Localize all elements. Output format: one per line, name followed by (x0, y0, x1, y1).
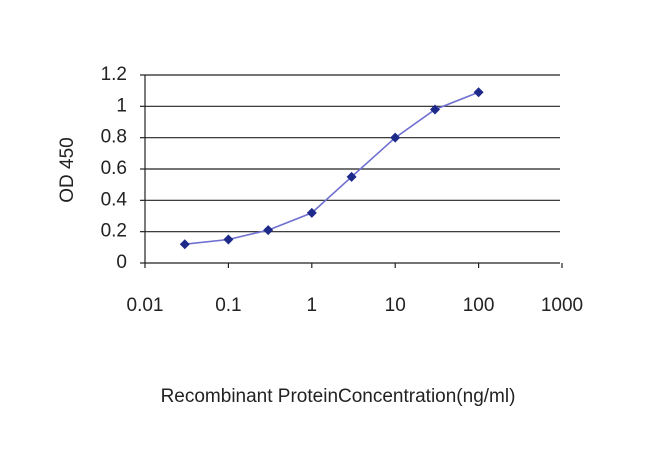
y-tick-label: 1 (116, 95, 127, 116)
data-line (184, 91, 479, 245)
x-tick-label: 10 (385, 295, 406, 316)
data-marker (263, 225, 274, 236)
x-tick-label: 1 (307, 295, 318, 316)
data-marker (306, 207, 317, 218)
x-tick-label: 1000 (541, 295, 583, 316)
x-tick-label: 100 (463, 295, 495, 316)
y-tick-label: 0.4 (101, 189, 128, 210)
y-axis-label: OD 450 (57, 137, 78, 202)
x-tick-label: 0.01 (127, 295, 164, 316)
y-tick-label: 1.2 (101, 64, 127, 85)
data-marker (223, 234, 234, 245)
data-marker (473, 87, 484, 98)
y-tick-label: 0.8 (101, 127, 127, 148)
data-marker (346, 171, 357, 182)
data-marker (179, 239, 190, 250)
y-tick-label: 0.6 (101, 158, 127, 179)
y-tick-label: 0.2 (101, 221, 127, 242)
data-marker (390, 132, 401, 143)
x-axis-label: Recombinant ProteinConcentration(ng/ml) (161, 386, 516, 407)
x-tick-label: 0.1 (215, 295, 241, 316)
data-marker (429, 104, 440, 115)
y-tick-label: 0 (116, 252, 127, 273)
